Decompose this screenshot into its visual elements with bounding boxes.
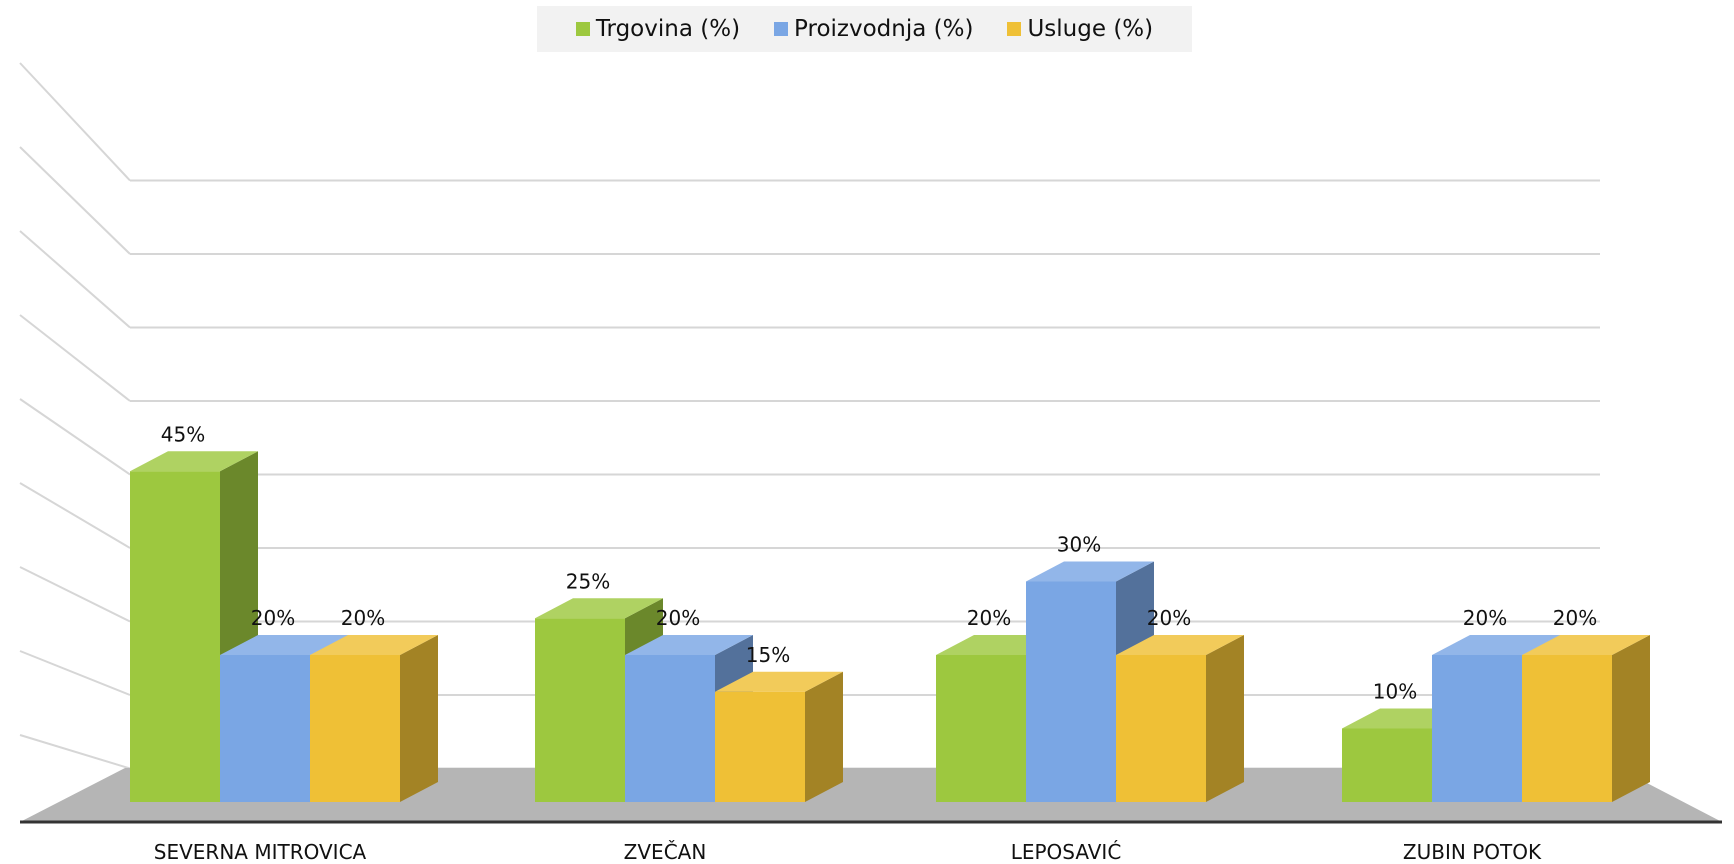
data-label-proizvodnja-3: 30% <box>1057 533 1101 557</box>
bar-top <box>310 635 438 655</box>
legend-item-trgovina: Trgovina (%) <box>575 16 741 42</box>
bar-side <box>1612 635 1650 802</box>
bar-front <box>535 618 625 802</box>
data-label-usluge-2: 15% <box>746 643 790 667</box>
legend-item-usluge: Usluge (%) <box>1007 16 1153 42</box>
data-label-proizvodnja-2: 20% <box>656 606 700 630</box>
data-label-proizvodnja-4: 20% <box>1463 606 1507 630</box>
category-label-2: ZVEČAN <box>624 840 707 864</box>
bar-front <box>936 655 1026 802</box>
bar-front <box>715 691 805 802</box>
bar-front <box>1342 728 1432 802</box>
bar-top <box>625 635 753 655</box>
data-labels: 45% 20% 20% 25% 20% 15% 20% 30% 20% 10% 20% 20% <box>161 422 1597 703</box>
legend-label-proizvodnja: Proizvodnja (%) <box>794 16 974 42</box>
bar-front <box>130 471 220 802</box>
data-label-trgovina-3: 20% <box>967 606 1011 630</box>
legend-label-trgovina: Trgovina (%) <box>595 16 741 42</box>
grid-line-slant <box>19 62 131 182</box>
bar-top <box>535 598 663 619</box>
bar-usluge-1 <box>310 635 438 802</box>
grid-line-slant <box>19 734 131 770</box>
grid-line-slant <box>19 314 131 402</box>
bar-side <box>400 635 438 802</box>
grid-line-slant <box>19 482 131 549</box>
floor-plane <box>20 768 1722 822</box>
legend-swatch-trgovina <box>575 22 590 36</box>
bar-top <box>1116 635 1244 655</box>
category-labels: SEVERNA MITROVICA ZVEČAN LEPOSAVIĆ ZUBIN PO… <box>154 840 1542 864</box>
bar-top <box>1522 635 1650 655</box>
bar-top <box>1432 635 1560 655</box>
legend-label-usluge: Usluge (%) <box>1027 16 1154 42</box>
bar-usluge-4 <box>1522 635 1650 802</box>
bar-front <box>220 655 310 802</box>
bar-front <box>625 655 715 802</box>
bar-top <box>715 671 843 692</box>
bar-front <box>1432 655 1522 802</box>
grid-line-slant <box>19 146 131 255</box>
bar-side <box>1206 635 1244 802</box>
data-label-trgovina-4: 10% <box>1373 680 1417 704</box>
data-label-proizvodnja-1: 20% <box>251 606 295 630</box>
category-label-4: ZUBIN POTOK <box>1403 840 1542 864</box>
data-label-usluge-3: 20% <box>1147 606 1191 630</box>
grid-line-slant <box>19 230 131 329</box>
category-label-3: LEPOSAVIĆ <box>1011 840 1122 864</box>
grid-line-slant <box>19 398 131 476</box>
data-label-usluge-1: 20% <box>341 606 385 630</box>
data-label-trgovina-1: 45% <box>161 422 205 446</box>
category-label-1: SEVERNA MITROVICA <box>154 840 367 864</box>
legend-swatch-usluge <box>1007 22 1022 36</box>
data-label-trgovina-2: 25% <box>566 569 610 593</box>
bar-front <box>1026 581 1116 802</box>
bar-top <box>130 451 258 472</box>
grid-line-slant <box>19 566 131 623</box>
bars <box>130 451 1650 802</box>
bar-side <box>805 671 843 802</box>
bar-top <box>1026 561 1154 582</box>
grid-lines <box>19 62 1600 770</box>
bar-front <box>310 655 400 802</box>
chart-floor <box>20 768 1722 824</box>
bar-usluge-3 <box>1116 635 1244 802</box>
legend-item-proizvodnja: Proizvodnja (%) <box>774 16 973 42</box>
bar-front <box>1522 655 1612 802</box>
data-label-usluge-4: 20% <box>1553 606 1597 630</box>
bar-top <box>220 635 348 655</box>
legend: Trgovina (%) Proizvodnja (%) Usluge (%) <box>537 6 1192 52</box>
legend-swatch-proizvodnja <box>774 22 789 36</box>
bar-usluge-2 <box>715 671 843 802</box>
bar-front <box>1116 655 1206 802</box>
grid-line-slant <box>19 650 131 696</box>
